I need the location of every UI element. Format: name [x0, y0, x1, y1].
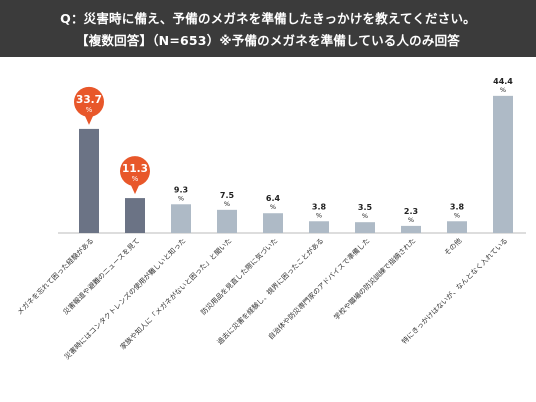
data-label: 11.3	[122, 163, 148, 175]
x-tick-label: 学校や職場の防災訓練で指摘された	[332, 236, 418, 322]
data-label-unit: %	[86, 106, 93, 114]
callout-bubble	[120, 156, 150, 187]
data-label-unit: %	[224, 200, 230, 208]
data-label-unit: %	[270, 203, 276, 211]
x-tick-label: 防災用品を見直した際に気づいた	[199, 236, 280, 317]
x-tick-label: その他	[442, 236, 463, 257]
bar	[355, 222, 375, 233]
bar	[217, 209, 237, 233]
data-label-unit: %	[316, 211, 322, 219]
data-label: 2.3	[404, 207, 418, 216]
data-label: 9.3	[174, 185, 188, 194]
data-label-unit: %	[454, 211, 460, 219]
question-subtitle: 【複数回答】（N=653）※予備のメガネを準備している人のみ回答	[76, 33, 460, 48]
bar	[401, 225, 421, 233]
data-label-unit: %	[178, 194, 184, 202]
data-label: 3.8	[450, 202, 465, 211]
bar	[125, 198, 145, 233]
x-tick-label: 過去に災害を経験し、視界に困ったことがある	[215, 236, 325, 346]
bar	[263, 213, 283, 233]
x-tick-label: 特にきっかけはないが、なんとなく入れている	[400, 236, 510, 346]
question-title: Q：災害時に備え、予備のメガネを準備したきっかけを教えてください。	[60, 11, 476, 26]
bar	[309, 221, 329, 233]
data-label-unit: %	[362, 212, 368, 220]
callout-bubble	[74, 86, 104, 117]
data-label-unit: %	[500, 86, 506, 94]
data-label: 3.8	[312, 202, 327, 211]
bar	[447, 221, 467, 233]
x-tick-label: 自治体や防災専門家のアドバイスで準備した	[266, 236, 371, 341]
data-label-unit: %	[408, 216, 414, 224]
bar	[79, 128, 99, 233]
data-label: 7.5	[220, 191, 235, 200]
data-label: 44.4	[493, 77, 513, 86]
chart-header: Q：災害時に備え、予備のメガネを準備したきっかけを教えてください。 【複数回答】…	[0, 0, 536, 57]
data-label: 3.5	[358, 203, 373, 212]
bar	[493, 95, 513, 233]
data-label: 33.7	[76, 94, 102, 106]
data-label: 6.4	[266, 194, 281, 203]
data-label-unit: %	[132, 175, 139, 183]
x-tick-label: メガネを忘れて困った経験がある	[15, 236, 95, 316]
bar-chart: 33.7% メガネを忘れて困った経験がある 11.3% 災害報道や避難のニュースを見て…	[15, 77, 526, 361]
bar	[171, 204, 191, 233]
x-tick-label: 災害報道や避難のニュースを見て	[61, 236, 141, 316]
